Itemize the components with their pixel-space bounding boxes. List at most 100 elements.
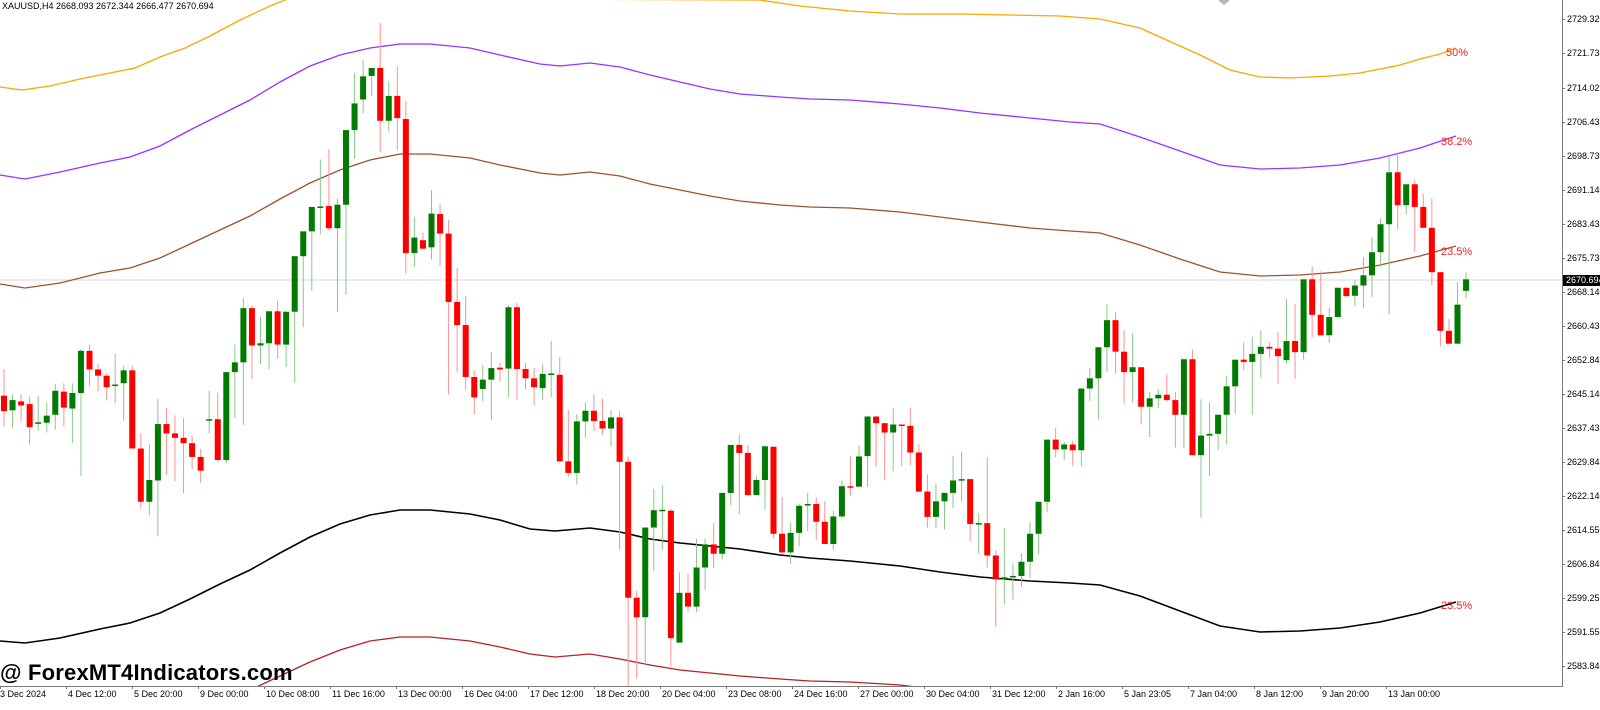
- watermark: @ ForexMT4Indicators.com: [0, 660, 293, 685]
- price-tick-mark: [1562, 530, 1565, 531]
- candle: [1189, 359, 1196, 456]
- candle: [112, 384, 119, 387]
- time-tick-mark: [330, 686, 331, 689]
- candle: [488, 368, 495, 380]
- current-price-badge: 2670.694: [1563, 275, 1600, 286]
- time-tick-label: 5 Dec 20:00: [134, 689, 183, 699]
- candle: [702, 544, 709, 568]
- candle: [1411, 184, 1418, 207]
- band-line-2: [0, 153, 1457, 289]
- candle: [214, 419, 221, 461]
- candle: [890, 424, 897, 433]
- candle: [137, 448, 144, 502]
- time-tick-label: 9 Dec 00:00: [200, 689, 249, 699]
- candle: [86, 350, 93, 370]
- candle: [154, 424, 161, 481]
- candle: [1360, 275, 1367, 286]
- time-tick-label: 11 Dec 16:00: [332, 689, 385, 699]
- price-tick-label: 2706.435: [1567, 117, 1600, 127]
- candle: [505, 307, 512, 369]
- price-tick-label: 2660.435: [1567, 321, 1600, 331]
- band-line-1: [0, 43, 1457, 180]
- candle: [573, 421, 580, 473]
- candle: [120, 370, 127, 384]
- candle: [1317, 314, 1324, 336]
- candle: [984, 523, 991, 556]
- candle: [1086, 378, 1093, 389]
- candle: [556, 374, 563, 462]
- candle: [411, 237, 418, 254]
- price-axis-line: [1562, 0, 1563, 686]
- time-tick-label: 13 Dec 00:00: [398, 689, 452, 699]
- candle: [548, 373, 555, 375]
- candle: [608, 417, 615, 429]
- candle: [496, 367, 503, 370]
- candle: [1095, 347, 1102, 379]
- candle: [1155, 394, 1162, 399]
- candle: [223, 372, 230, 461]
- time-tick-mark: [990, 686, 991, 689]
- candle: [231, 362, 238, 373]
- price-tick-mark: [1562, 598, 1565, 599]
- candle: [300, 231, 307, 257]
- candle: [1198, 435, 1204, 456]
- time-tick-label: 2 Jan 16:00: [1058, 689, 1106, 699]
- candle: [873, 416, 880, 424]
- candle: [779, 533, 786, 553]
- candle: [719, 492, 726, 554]
- price-tick-label: 2645.140: [1567, 389, 1600, 399]
- candle: [642, 527, 649, 618]
- candle: [1223, 386, 1230, 415]
- candle: [1249, 353, 1256, 362]
- time-tick-label: 10 Dec 08:00: [266, 689, 320, 699]
- price-tick-label: 2591.550: [1567, 627, 1600, 637]
- candle: [77, 350, 84, 393]
- price-tick-mark: [1562, 224, 1565, 225]
- candle: [753, 480, 760, 496]
- candle: [1061, 444, 1068, 450]
- price-tick-mark: [1562, 564, 1565, 565]
- candle: [659, 509, 666, 512]
- candle: [26, 404, 33, 428]
- candle: [1343, 287, 1350, 297]
- price-tick-label: 2714.025: [1567, 83, 1600, 93]
- time-tick-mark: [198, 686, 199, 689]
- candle: [248, 308, 255, 346]
- candle: [924, 491, 931, 517]
- time-tick-label: 7 Jan 04:00: [1190, 689, 1238, 699]
- candle: [650, 510, 657, 528]
- candle: [838, 486, 845, 517]
- time-tick-mark: [1320, 686, 1321, 689]
- candle: [283, 311, 290, 345]
- candle: [616, 417, 623, 462]
- chart-area[interactable]: XAUUSD,H4 2668.093 2672.344 2666.477 267…: [0, 0, 1562, 686]
- price-tick-label: 2622.140: [1567, 491, 1600, 501]
- candle: [1240, 359, 1247, 362]
- candle: [531, 378, 538, 388]
- price-axis[interactable]: [1562, 0, 1600, 686]
- candle: [736, 444, 743, 453]
- price-tick-label: 2614.550: [1567, 525, 1600, 535]
- price-tick-mark: [1562, 666, 1565, 667]
- chart-shift-marker-icon[interactable]: [1218, 0, 1230, 5]
- candle: [633, 597, 640, 618]
- price-tick-mark: [1562, 19, 1565, 20]
- time-tick-mark: [66, 686, 67, 689]
- candle: [1215, 414, 1222, 434]
- candle: [1163, 394, 1170, 401]
- price-tick-mark: [1562, 53, 1565, 54]
- time-tick-label: 16 Dec 04:00: [464, 689, 518, 699]
- candle: [43, 415, 50, 423]
- candle: [1232, 359, 1239, 387]
- candle: [1112, 320, 1119, 352]
- candle: [941, 492, 948, 502]
- time-tick-mark: [528, 686, 529, 689]
- level-label: 38.2%: [1441, 136, 1473, 148]
- candle: [813, 504, 820, 522]
- time-tick-mark: [660, 686, 661, 689]
- candle: [1351, 285, 1358, 296]
- candle: [308, 206, 315, 232]
- candle: [197, 456, 204, 471]
- price-tick-mark: [1562, 292, 1565, 293]
- candle: [727, 444, 734, 493]
